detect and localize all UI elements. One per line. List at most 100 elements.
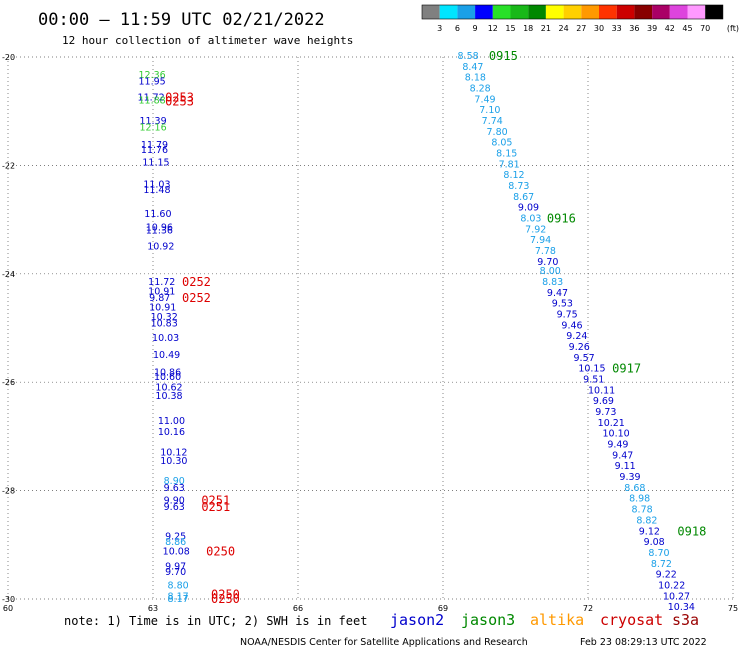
wave-height-label: 7.10 bbox=[479, 105, 500, 116]
chart-subtitle: 12 hour collection of altimeter wave hei… bbox=[62, 34, 353, 47]
wave-height-label: 9.51 bbox=[583, 374, 604, 385]
colorbar-label: 18 bbox=[523, 24, 533, 33]
wave-height-label: 11.48 bbox=[143, 185, 170, 196]
pass-time-label: 0250 bbox=[211, 592, 240, 606]
wave-height-label: 8.68 bbox=[624, 483, 645, 494]
colorbar-label: 24 bbox=[559, 24, 569, 33]
wave-height-label: 8.12 bbox=[503, 170, 524, 181]
x-tick-label: 63 bbox=[148, 604, 158, 613]
wave-height-label: 7.74 bbox=[482, 116, 503, 127]
legend-jason2: jason2 bbox=[390, 611, 444, 629]
colorbar-label: 45 bbox=[682, 24, 692, 33]
wave-height-label: 11.36 bbox=[146, 225, 173, 236]
wave-height-label: 10.34 bbox=[668, 602, 695, 613]
wave-height-label: 8.86 bbox=[165, 537, 186, 548]
colorbar-swatch bbox=[457, 5, 476, 19]
data-labels: 12.3611.9511.7211.8811.3912.1611.7911.76… bbox=[138, 51, 695, 613]
pass-time-label: 0251 bbox=[201, 500, 230, 514]
colorbar-label: 15 bbox=[505, 24, 515, 33]
colorbar-swatch bbox=[545, 5, 564, 19]
wave-height-label: 9.49 bbox=[607, 440, 628, 451]
wave-height-label: 8.58 bbox=[458, 51, 479, 62]
wave-height-label: 7.92 bbox=[525, 224, 546, 235]
wave-height-label: 10.86 bbox=[154, 367, 181, 378]
pass-time-label: 0252 bbox=[182, 275, 211, 289]
wave-height-label: 8.73 bbox=[508, 181, 529, 192]
x-tick-label: 72 bbox=[583, 604, 593, 613]
colorbar-label: 12 bbox=[488, 24, 498, 33]
colorbar-label: 6 bbox=[455, 24, 460, 33]
wave-height-label: 10.15 bbox=[578, 364, 605, 375]
colorbar-swatch bbox=[669, 5, 688, 19]
colorbar-label: 33 bbox=[612, 24, 622, 33]
pass-time-label: 0252 bbox=[182, 291, 211, 305]
wave-height-label: 8.98 bbox=[629, 494, 650, 505]
colorbar-swatch bbox=[492, 5, 511, 19]
pass-time-label: 0915 bbox=[489, 49, 518, 63]
wave-height-label: 8.03 bbox=[520, 214, 541, 225]
colorbar-label: 42 bbox=[665, 24, 675, 33]
pass-time-label: 0917 bbox=[612, 362, 641, 376]
wave-height-label: 9.24 bbox=[566, 331, 587, 342]
wave-height-label: 10.32 bbox=[151, 312, 178, 323]
wave-height-label: 10.16 bbox=[158, 427, 185, 438]
wave-height-label: 10.03 bbox=[152, 333, 179, 344]
pass-time-annotations: 0915091609170918025302530252025202510251… bbox=[165, 49, 706, 606]
wave-height-label: 8.80 bbox=[168, 580, 189, 591]
wave-height-label: 9.97 bbox=[165, 561, 186, 572]
wave-height-label: 9.12 bbox=[639, 526, 660, 537]
legend-cryosat: cryosat bbox=[600, 611, 663, 629]
wave-height-label: 9.70 bbox=[537, 257, 558, 268]
colorbar-label: 3 bbox=[437, 24, 442, 33]
wave-height-label: 11.60 bbox=[144, 209, 171, 220]
wave-height-label: 8.70 bbox=[648, 548, 669, 559]
colorbar-swatch bbox=[599, 5, 617, 19]
wave-height-label: 8.17 bbox=[168, 594, 189, 605]
wave-height-label: 10.83 bbox=[151, 319, 178, 330]
footer-timestamp: Feb 23 08:29:13 UTC 2022 bbox=[580, 637, 707, 648]
wave-height-label: 10.08 bbox=[163, 546, 190, 557]
colorbar-swatch bbox=[510, 5, 529, 19]
wave-height-label: 11.00 bbox=[158, 416, 185, 427]
wave-height-label: 9.70 bbox=[165, 567, 186, 578]
y-tick-label: -22 bbox=[2, 161, 15, 170]
y-tick-label: -24 bbox=[2, 270, 15, 279]
wave-height-label: 8.05 bbox=[491, 138, 512, 149]
colorbar-unit: (ft) bbox=[727, 24, 739, 33]
x-tick-label: 69 bbox=[438, 604, 448, 613]
colorbar-swatch bbox=[581, 5, 599, 19]
wave-height-label: 10.10 bbox=[603, 429, 630, 440]
colorbar-label: 27 bbox=[576, 24, 586, 33]
wave-height-label: 12.36 bbox=[139, 70, 166, 81]
wave-height-label: 10.96 bbox=[146, 223, 173, 234]
colorbar-swatch bbox=[687, 5, 706, 19]
wave-height-label: 11.72 bbox=[138, 93, 165, 104]
colorbar-swatch bbox=[634, 5, 653, 19]
wave-height-label: 8.67 bbox=[513, 192, 534, 203]
axis-ticks: 60 63 66 69 72 75 -20 -22 -24 -26 -28 -30 bbox=[2, 53, 738, 613]
wave-height-label: 10.60 bbox=[154, 372, 181, 383]
wave-height-label: 9.46 bbox=[561, 320, 582, 331]
wave-height-label: 9.73 bbox=[595, 407, 616, 418]
colorbar-swatch bbox=[528, 5, 546, 19]
pass-time-label: 0253 bbox=[165, 94, 194, 108]
wave-height-label: 10.11 bbox=[588, 385, 615, 396]
wave-height-label: 9.39 bbox=[619, 472, 640, 483]
footer-credit: NOAA/NESDIS Center for Satellite Applica… bbox=[240, 637, 528, 648]
wave-height-label: 11.39 bbox=[139, 116, 166, 127]
wave-height-label: 9.87 bbox=[149, 293, 170, 304]
colorbar-label: 36 bbox=[629, 24, 639, 33]
legend-jason3: jason3 bbox=[461, 611, 515, 629]
colorbar-swatch bbox=[705, 5, 723, 19]
pass-time-label: 0250 bbox=[211, 588, 240, 602]
pass-time-label: 0250 bbox=[206, 544, 235, 558]
wave-height-label: 9.26 bbox=[569, 342, 590, 353]
wave-height-label: 11.95 bbox=[139, 76, 166, 87]
satellite-legend: jason2 jason3 altika cryosat s3a bbox=[390, 611, 699, 629]
wave-height-label: 10.38 bbox=[155, 391, 182, 402]
wave-height-label: 11.03 bbox=[143, 179, 170, 190]
wave-height-label: 9.63 bbox=[164, 502, 185, 513]
wave-height-label: 10.91 bbox=[148, 287, 175, 298]
footer-note: note: 1) Time is in UTC; 2) SWH is in fe… bbox=[64, 614, 367, 628]
y-tick-label: -26 bbox=[2, 378, 15, 387]
